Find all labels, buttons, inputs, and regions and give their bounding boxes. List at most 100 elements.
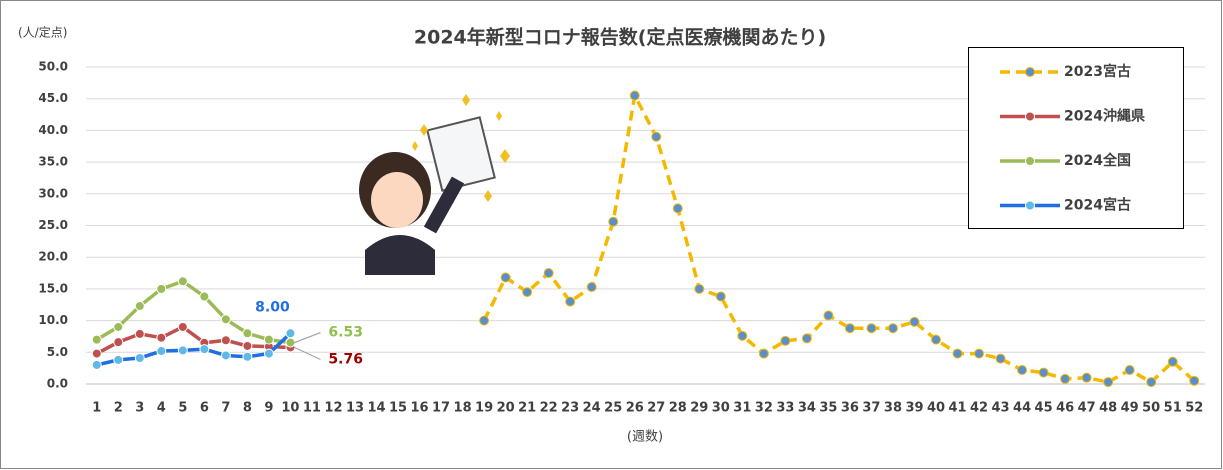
- point: [220, 314, 231, 325]
- x-tick-label: 10: [281, 401, 299, 416]
- point: [91, 334, 102, 345]
- point: [479, 315, 490, 326]
- series-line: [482, 90, 1196, 385]
- point: [156, 283, 167, 294]
- point: [177, 345, 188, 356]
- point: [801, 333, 812, 344]
- point: [887, 323, 898, 334]
- x-tick-label: 1: [92, 401, 101, 416]
- series-line: [95, 279, 291, 345]
- x-tick-label: 2: [114, 401, 123, 416]
- x-tick-label: 41: [948, 401, 966, 416]
- x-tick-label: 27: [647, 401, 665, 416]
- point: [608, 216, 619, 227]
- x-tick-label: 3: [135, 401, 144, 416]
- point: [91, 359, 102, 370]
- point: [113, 321, 124, 332]
- point: [113, 354, 124, 365]
- x-tick-label: 9: [264, 401, 273, 416]
- legend-marker: [1025, 156, 1035, 166]
- point: [1124, 365, 1135, 376]
- legend-marker: [1025, 200, 1035, 211]
- y-tick-label: 30.0: [38, 186, 68, 200]
- point: [263, 348, 274, 359]
- point: [909, 316, 920, 327]
- x-tick-label: 19: [475, 401, 493, 416]
- y-tick-label: 25.0: [38, 218, 68, 232]
- x-tick-label: 17: [432, 401, 450, 416]
- x-tick-label: 40: [927, 401, 945, 416]
- x-tick-label: 37: [862, 401, 880, 416]
- x-tick-label: 44: [1013, 401, 1031, 416]
- x-tick-label: 18: [454, 401, 472, 416]
- x-tick-label: 14: [367, 401, 385, 416]
- x-tick-label: 7: [221, 401, 230, 416]
- point: [285, 337, 296, 348]
- x-tick-label: 52: [1185, 401, 1203, 416]
- x-tick-label: 38: [884, 401, 902, 416]
- legend-label: 2024宮古: [1064, 197, 1131, 214]
- x-tick-label: 51: [1164, 401, 1182, 416]
- point: [565, 296, 576, 307]
- point: [780, 335, 791, 346]
- x-tick-label: 12: [324, 401, 342, 416]
- x-tick-label: 28: [669, 401, 687, 416]
- x-tick-label: 49: [1121, 401, 1139, 416]
- y-tick-label: 35.0: [38, 155, 68, 169]
- x-tick-label: 21: [518, 401, 536, 416]
- illustration: [359, 94, 510, 275]
- point: [844, 323, 855, 334]
- point: [1081, 372, 1092, 383]
- point: [156, 346, 167, 357]
- x-tick-label: 48: [1099, 401, 1117, 416]
- point: [995, 353, 1006, 364]
- point: [1167, 356, 1178, 367]
- point: [672, 203, 683, 214]
- point: [715, 291, 726, 302]
- chart-title: 2024年新型コロナ報告数(定点医療機関あたり): [414, 26, 826, 49]
- x-tick-label: 42: [970, 401, 988, 416]
- point: [177, 276, 188, 287]
- data-label: 6.53: [328, 325, 363, 341]
- y-tick-label: 45.0: [38, 91, 68, 105]
- y-tick-label: 10.0: [38, 313, 68, 327]
- y-tick-label: 0.0: [47, 377, 68, 391]
- series-line: [96, 332, 292, 367]
- y-tick-label: 40.0: [38, 123, 68, 137]
- point: [974, 348, 985, 359]
- x-tick-label: 22: [540, 401, 558, 416]
- point: [931, 334, 942, 345]
- x-tick-label: 45: [1035, 401, 1053, 416]
- y-tick-label: 20.0: [38, 250, 68, 264]
- x-axis-label: (週数): [627, 430, 663, 445]
- legend-label: 2023宮古: [1064, 63, 1131, 80]
- data-label: 8.00: [255, 299, 290, 315]
- point: [134, 328, 145, 339]
- point: [242, 328, 253, 339]
- leader-line: [294, 332, 321, 344]
- series-line: [95, 324, 291, 356]
- point: [1038, 367, 1049, 378]
- point: [866, 323, 877, 334]
- point: [758, 348, 769, 359]
- point: [823, 310, 834, 321]
- point: [694, 283, 705, 294]
- point: [156, 332, 167, 343]
- y-tick-label: 15.0: [38, 281, 68, 295]
- x-tick-label: 11: [303, 401, 321, 416]
- x-tick-label: 29: [690, 401, 708, 416]
- point: [91, 348, 102, 359]
- point: [543, 268, 554, 279]
- x-tick-label: 34: [798, 401, 816, 416]
- point: [522, 287, 533, 298]
- x-tick-label: 16: [411, 401, 429, 416]
- point: [199, 291, 210, 302]
- leader-line: [294, 347, 321, 360]
- point: [242, 340, 253, 351]
- point: [242, 351, 253, 362]
- point: [113, 337, 124, 348]
- legend: [968, 47, 1184, 229]
- x-tick-label: 31: [733, 401, 751, 416]
- legend-marker: [1025, 67, 1035, 77]
